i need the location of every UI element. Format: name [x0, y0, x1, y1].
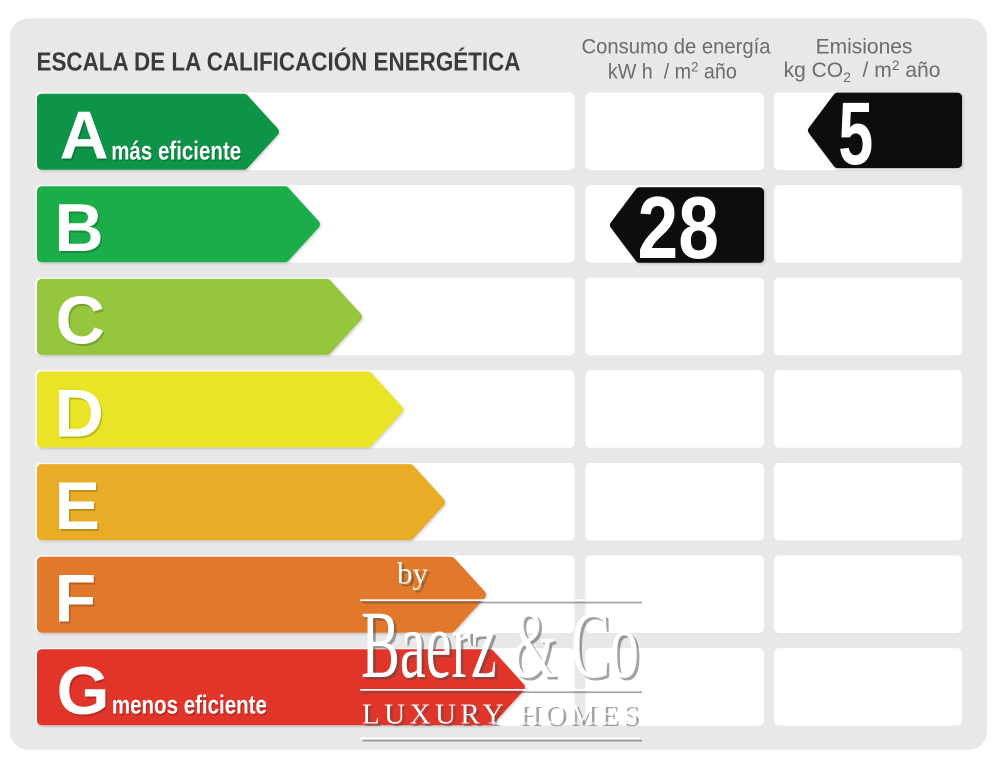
svg-text:kg CO2 / m2 año: kg CO2 / m2 año	[784, 57, 941, 85]
svg-text:Emisiones: Emisiones	[816, 36, 913, 59]
svg-text:C: C	[57, 285, 106, 361]
svg-text:Baerz & Co: Baerz & Co	[364, 593, 642, 700]
svg-text:E: E	[56, 470, 101, 546]
svg-text:Baerz & Co: Baerz & Co	[361, 591, 639, 698]
svg-text:A: A	[61, 100, 110, 176]
svg-text:B: B	[56, 192, 105, 268]
svg-text:5: 5	[838, 85, 873, 184]
svg-text:menos eficiente: menos eficiente	[112, 690, 267, 720]
svg-text:más eficiente: más eficiente	[112, 137, 242, 167]
svg-text:A: A	[60, 98, 109, 174]
svg-text:F: F	[56, 563, 98, 639]
svg-text:F: F	[55, 561, 97, 637]
svg-text:E: E	[55, 468, 100, 544]
svg-text:Consumo de energía: Consumo de energía	[582, 36, 771, 59]
svg-text:by: by	[400, 558, 432, 593]
svg-text:D: D	[56, 377, 105, 453]
svg-text:kW h / m2 año: kW h / m2 año	[608, 59, 737, 84]
svg-text:ESCALA DE LA CALIFICACIÓN ENER: ESCALA DE LA CALIFICACIÓN ENERGÉTICA	[37, 47, 521, 77]
svg-text:C: C	[56, 283, 105, 359]
svg-text:G: G	[58, 655, 111, 731]
svg-text:B: B	[55, 190, 104, 266]
svg-text:más eficiente: más eficiente	[111, 136, 241, 166]
svg-text:G: G	[57, 653, 110, 729]
svg-text:menos eficiente: menos eficiente	[113, 691, 268, 721]
svg-text:by: by	[397, 556, 429, 591]
svg-text:28: 28	[638, 180, 719, 278]
svg-text:D: D	[55, 375, 104, 451]
